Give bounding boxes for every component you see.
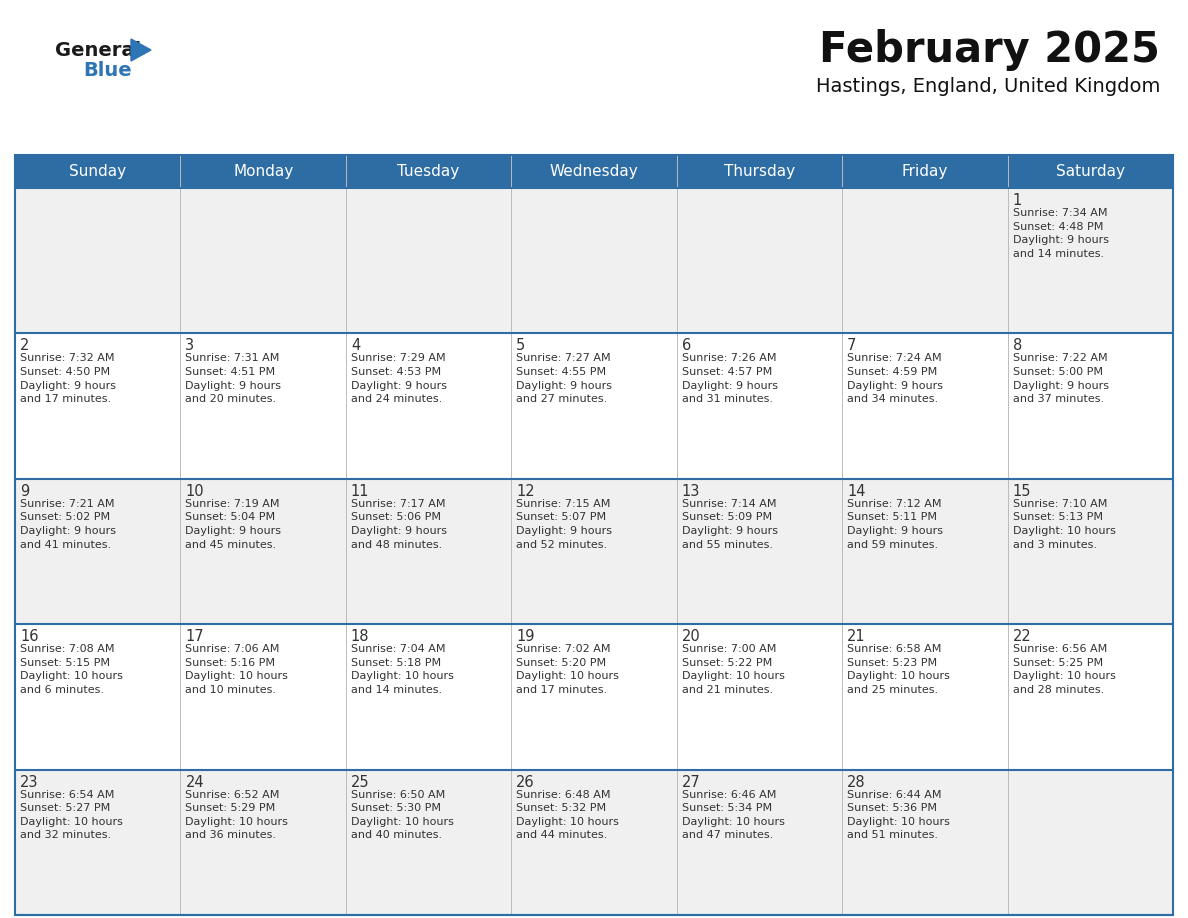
Text: Tuesday: Tuesday xyxy=(398,164,460,179)
Text: Thursday: Thursday xyxy=(723,164,795,179)
Text: Sunrise: 6:48 AM
Sunset: 5:32 PM
Daylight: 10 hours
and 44 minutes.: Sunrise: 6:48 AM Sunset: 5:32 PM Dayligh… xyxy=(517,789,619,840)
Text: 20: 20 xyxy=(682,629,701,644)
Text: Sunrise: 7:06 AM
Sunset: 5:16 PM
Daylight: 10 hours
and 10 minutes.: Sunrise: 7:06 AM Sunset: 5:16 PM Dayligh… xyxy=(185,644,289,695)
Text: 15: 15 xyxy=(1012,484,1031,498)
Text: Sunrise: 7:04 AM
Sunset: 5:18 PM
Daylight: 10 hours
and 14 minutes.: Sunrise: 7:04 AM Sunset: 5:18 PM Dayligh… xyxy=(350,644,454,695)
Text: 8: 8 xyxy=(1012,339,1022,353)
Text: Sunrise: 6:46 AM
Sunset: 5:34 PM
Daylight: 10 hours
and 47 minutes.: Sunrise: 6:46 AM Sunset: 5:34 PM Dayligh… xyxy=(682,789,784,840)
Text: Sunday: Sunday xyxy=(69,164,126,179)
Text: 2: 2 xyxy=(20,339,30,353)
Text: 4: 4 xyxy=(350,339,360,353)
Text: Sunrise: 7:15 AM
Sunset: 5:07 PM
Daylight: 9 hours
and 52 minutes.: Sunrise: 7:15 AM Sunset: 5:07 PM Dayligh… xyxy=(517,498,612,550)
Text: 27: 27 xyxy=(682,775,701,789)
Text: 26: 26 xyxy=(517,775,535,789)
Text: Hastings, England, United Kingdom: Hastings, England, United Kingdom xyxy=(816,76,1159,95)
Text: 7: 7 xyxy=(847,339,857,353)
Text: Sunrise: 7:22 AM
Sunset: 5:00 PM
Daylight: 9 hours
and 37 minutes.: Sunrise: 7:22 AM Sunset: 5:00 PM Dayligh… xyxy=(1012,353,1108,404)
Text: 11: 11 xyxy=(350,484,369,498)
Text: 6: 6 xyxy=(682,339,691,353)
Text: Sunrise: 7:29 AM
Sunset: 4:53 PM
Daylight: 9 hours
and 24 minutes.: Sunrise: 7:29 AM Sunset: 4:53 PM Dayligh… xyxy=(350,353,447,404)
Text: Sunrise: 6:52 AM
Sunset: 5:29 PM
Daylight: 10 hours
and 36 minutes.: Sunrise: 6:52 AM Sunset: 5:29 PM Dayligh… xyxy=(185,789,289,840)
Text: Wednesday: Wednesday xyxy=(550,164,638,179)
Text: Sunrise: 7:10 AM
Sunset: 5:13 PM
Daylight: 10 hours
and 3 minutes.: Sunrise: 7:10 AM Sunset: 5:13 PM Dayligh… xyxy=(1012,498,1116,550)
Text: 13: 13 xyxy=(682,484,700,498)
Bar xyxy=(15,333,1173,479)
Text: Sunrise: 6:56 AM
Sunset: 5:25 PM
Daylight: 10 hours
and 28 minutes.: Sunrise: 6:56 AM Sunset: 5:25 PM Dayligh… xyxy=(1012,644,1116,695)
Text: 25: 25 xyxy=(350,775,369,789)
Text: Monday: Monday xyxy=(233,164,293,179)
Text: Sunrise: 7:00 AM
Sunset: 5:22 PM
Daylight: 10 hours
and 21 minutes.: Sunrise: 7:00 AM Sunset: 5:22 PM Dayligh… xyxy=(682,644,784,695)
Text: Friday: Friday xyxy=(902,164,948,179)
Text: Blue: Blue xyxy=(83,61,132,80)
Bar xyxy=(15,155,1173,915)
Polygon shape xyxy=(131,39,151,61)
Text: Sunrise: 6:58 AM
Sunset: 5:23 PM
Daylight: 10 hours
and 25 minutes.: Sunrise: 6:58 AM Sunset: 5:23 PM Dayligh… xyxy=(847,644,950,695)
Text: Sunrise: 7:12 AM
Sunset: 5:11 PM
Daylight: 9 hours
and 59 minutes.: Sunrise: 7:12 AM Sunset: 5:11 PM Dayligh… xyxy=(847,498,943,550)
Text: 24: 24 xyxy=(185,775,204,789)
Bar xyxy=(15,769,1173,915)
Text: Sunrise: 7:02 AM
Sunset: 5:20 PM
Daylight: 10 hours
and 17 minutes.: Sunrise: 7:02 AM Sunset: 5:20 PM Dayligh… xyxy=(517,644,619,695)
Text: 23: 23 xyxy=(20,775,38,789)
Text: General: General xyxy=(55,40,141,60)
Text: 12: 12 xyxy=(517,484,535,498)
Text: Sunrise: 7:26 AM
Sunset: 4:57 PM
Daylight: 9 hours
and 31 minutes.: Sunrise: 7:26 AM Sunset: 4:57 PM Dayligh… xyxy=(682,353,778,404)
Bar xyxy=(15,155,1173,188)
Text: Sunrise: 7:08 AM
Sunset: 5:15 PM
Daylight: 10 hours
and 6 minutes.: Sunrise: 7:08 AM Sunset: 5:15 PM Dayligh… xyxy=(20,644,122,695)
Text: 16: 16 xyxy=(20,629,38,644)
Text: 28: 28 xyxy=(847,775,866,789)
Text: Sunrise: 7:31 AM
Sunset: 4:51 PM
Daylight: 9 hours
and 20 minutes.: Sunrise: 7:31 AM Sunset: 4:51 PM Dayligh… xyxy=(185,353,282,404)
Text: 22: 22 xyxy=(1012,629,1031,644)
Text: Sunrise: 7:14 AM
Sunset: 5:09 PM
Daylight: 9 hours
and 55 minutes.: Sunrise: 7:14 AM Sunset: 5:09 PM Dayligh… xyxy=(682,498,778,550)
Text: 5: 5 xyxy=(517,339,525,353)
Bar xyxy=(15,624,1173,769)
Text: 3: 3 xyxy=(185,339,195,353)
Text: Sunrise: 7:34 AM
Sunset: 4:48 PM
Daylight: 9 hours
and 14 minutes.: Sunrise: 7:34 AM Sunset: 4:48 PM Dayligh… xyxy=(1012,208,1108,259)
Text: Sunrise: 7:32 AM
Sunset: 4:50 PM
Daylight: 9 hours
and 17 minutes.: Sunrise: 7:32 AM Sunset: 4:50 PM Dayligh… xyxy=(20,353,116,404)
Text: Sunrise: 6:44 AM
Sunset: 5:36 PM
Daylight: 10 hours
and 51 minutes.: Sunrise: 6:44 AM Sunset: 5:36 PM Dayligh… xyxy=(847,789,950,840)
Text: Saturday: Saturday xyxy=(1056,164,1125,179)
Text: Sunrise: 6:50 AM
Sunset: 5:30 PM
Daylight: 10 hours
and 40 minutes.: Sunrise: 6:50 AM Sunset: 5:30 PM Dayligh… xyxy=(350,789,454,840)
Bar xyxy=(15,188,1173,333)
Text: Sunrise: 7:27 AM
Sunset: 4:55 PM
Daylight: 9 hours
and 27 minutes.: Sunrise: 7:27 AM Sunset: 4:55 PM Dayligh… xyxy=(517,353,612,404)
Text: Sunrise: 7:17 AM
Sunset: 5:06 PM
Daylight: 9 hours
and 48 minutes.: Sunrise: 7:17 AM Sunset: 5:06 PM Dayligh… xyxy=(350,498,447,550)
Text: Sunrise: 7:24 AM
Sunset: 4:59 PM
Daylight: 9 hours
and 34 minutes.: Sunrise: 7:24 AM Sunset: 4:59 PM Dayligh… xyxy=(847,353,943,404)
Text: 17: 17 xyxy=(185,629,204,644)
Text: Sunrise: 7:21 AM
Sunset: 5:02 PM
Daylight: 9 hours
and 41 minutes.: Sunrise: 7:21 AM Sunset: 5:02 PM Dayligh… xyxy=(20,498,116,550)
Text: 21: 21 xyxy=(847,629,866,644)
Text: 19: 19 xyxy=(517,629,535,644)
Text: 9: 9 xyxy=(20,484,30,498)
Bar xyxy=(15,479,1173,624)
Text: Sunrise: 6:54 AM
Sunset: 5:27 PM
Daylight: 10 hours
and 32 minutes.: Sunrise: 6:54 AM Sunset: 5:27 PM Dayligh… xyxy=(20,789,122,840)
Text: 10: 10 xyxy=(185,484,204,498)
Text: February 2025: February 2025 xyxy=(819,29,1159,71)
Text: 18: 18 xyxy=(350,629,369,644)
Text: 1: 1 xyxy=(1012,193,1022,208)
Text: Sunrise: 7:19 AM
Sunset: 5:04 PM
Daylight: 9 hours
and 45 minutes.: Sunrise: 7:19 AM Sunset: 5:04 PM Dayligh… xyxy=(185,498,282,550)
Text: 14: 14 xyxy=(847,484,866,498)
